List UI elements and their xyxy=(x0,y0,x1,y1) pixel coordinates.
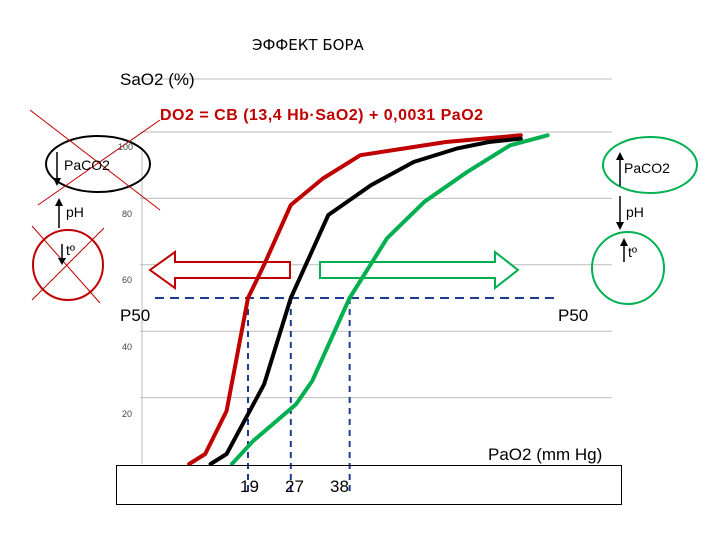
p50-label-right: P50 xyxy=(558,306,589,325)
left-paco2-down-arrowhead xyxy=(53,178,61,186)
left-temp-cross-2 xyxy=(31,227,105,301)
right-indicators xyxy=(591,136,698,305)
y-tick-60: 60 xyxy=(122,275,133,285)
right-shift-curve xyxy=(229,133,550,466)
right-paco2-oval xyxy=(602,136,698,194)
left-shift-curve xyxy=(187,133,523,466)
normal-curve xyxy=(208,136,523,466)
right-temp-circle xyxy=(591,231,665,305)
y-tick-80: 80 xyxy=(122,209,133,219)
left-temp-label: tº xyxy=(66,242,76,258)
p50-guidelines xyxy=(155,297,560,496)
y-tick-100: 100 xyxy=(118,142,134,152)
right-ph-label: pH xyxy=(626,204,644,220)
left-paco2-oval xyxy=(45,135,151,193)
y-tick-20: 20 xyxy=(122,409,133,419)
shift-arrows xyxy=(148,249,520,291)
left-paco2-cross-1 xyxy=(29,109,161,211)
right-ph-down-arrowhead xyxy=(616,222,624,230)
left-indicators xyxy=(29,109,161,304)
left-temp-down-arrowhead xyxy=(58,258,66,265)
right-paco2-up-arrowhead xyxy=(616,152,624,160)
x-axis-label: PaO2 (mm Hg) xyxy=(488,445,603,464)
right-temp-label: tº xyxy=(628,244,638,260)
x-tick-19: 19 xyxy=(240,477,259,496)
x-tick-38: 38 xyxy=(330,477,349,496)
left-shift-arrow xyxy=(148,250,291,290)
y-tick-40: 40 xyxy=(122,342,133,352)
chart-title: ЭФФЕКТ БОРА xyxy=(252,36,364,54)
x-axis-frame xyxy=(116,465,622,505)
y-axis-label: SaO2 (%) xyxy=(120,70,195,89)
x-tick-27: 27 xyxy=(285,477,304,496)
oxygen-delivery-formula: DO2 = CB (13,4 Hb·SaO2) + 0,0031 PaO2 xyxy=(160,107,484,124)
left-temp-circle xyxy=(32,229,104,301)
right-shift-arrow xyxy=(319,249,520,291)
chart-series xyxy=(187,133,550,466)
right-temp-up-arrowhead xyxy=(620,238,628,246)
left-ph-label: pH xyxy=(66,204,84,220)
left-paco2-cross-2 xyxy=(37,119,161,206)
left-temp-cross-1 xyxy=(31,225,101,304)
left-paco2-label: PaCO2 xyxy=(64,157,110,173)
p50-label-left: P50 xyxy=(120,306,151,325)
right-paco2-label: PaCO2 xyxy=(624,160,670,176)
left-ph-up-arrowhead xyxy=(55,198,63,206)
